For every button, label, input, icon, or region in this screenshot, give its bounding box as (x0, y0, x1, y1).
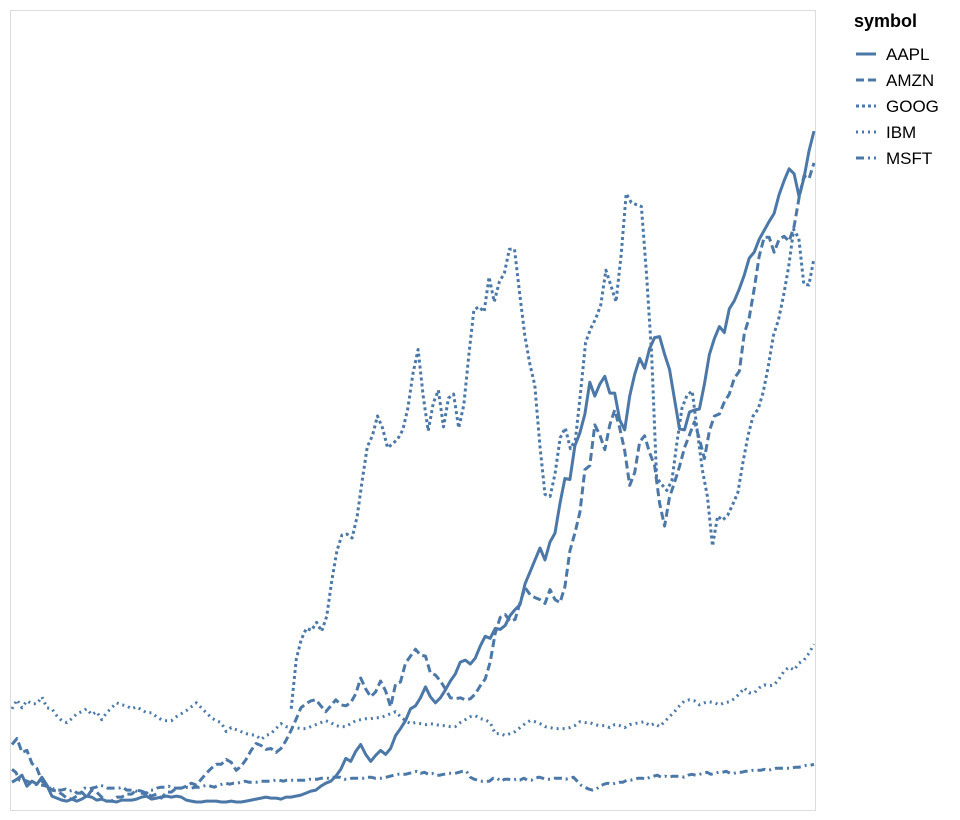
series-line-msft (11, 762, 815, 796)
plot-frame (10, 10, 816, 811)
series-line-aapl (11, 130, 816, 804)
legend-label: GOOG (886, 97, 939, 116)
series-line-amzn (10, 162, 816, 803)
legend-label: AAPL (886, 45, 929, 64)
legend-item-ibm: IBM (856, 123, 916, 142)
legend-label: IBM (886, 123, 916, 142)
legend-items: AAPL AMZN GOOG IBM MSFT (856, 45, 939, 168)
legend: symbol AAPL AMZN GOOG IBM MSFT (854, 11, 939, 168)
legend-item-goog: GOOG (856, 97, 939, 116)
series-line-goog (289, 192, 816, 709)
legend-item-aapl: AAPL (856, 45, 929, 64)
series-lines (10, 130, 816, 804)
legend-item-amzn: AMZN (856, 71, 934, 90)
legend-label: AMZN (886, 71, 934, 90)
legend-label: MSFT (886, 149, 932, 168)
legend-title: symbol (854, 11, 917, 31)
legend-item-msft: MSFT (856, 149, 932, 168)
